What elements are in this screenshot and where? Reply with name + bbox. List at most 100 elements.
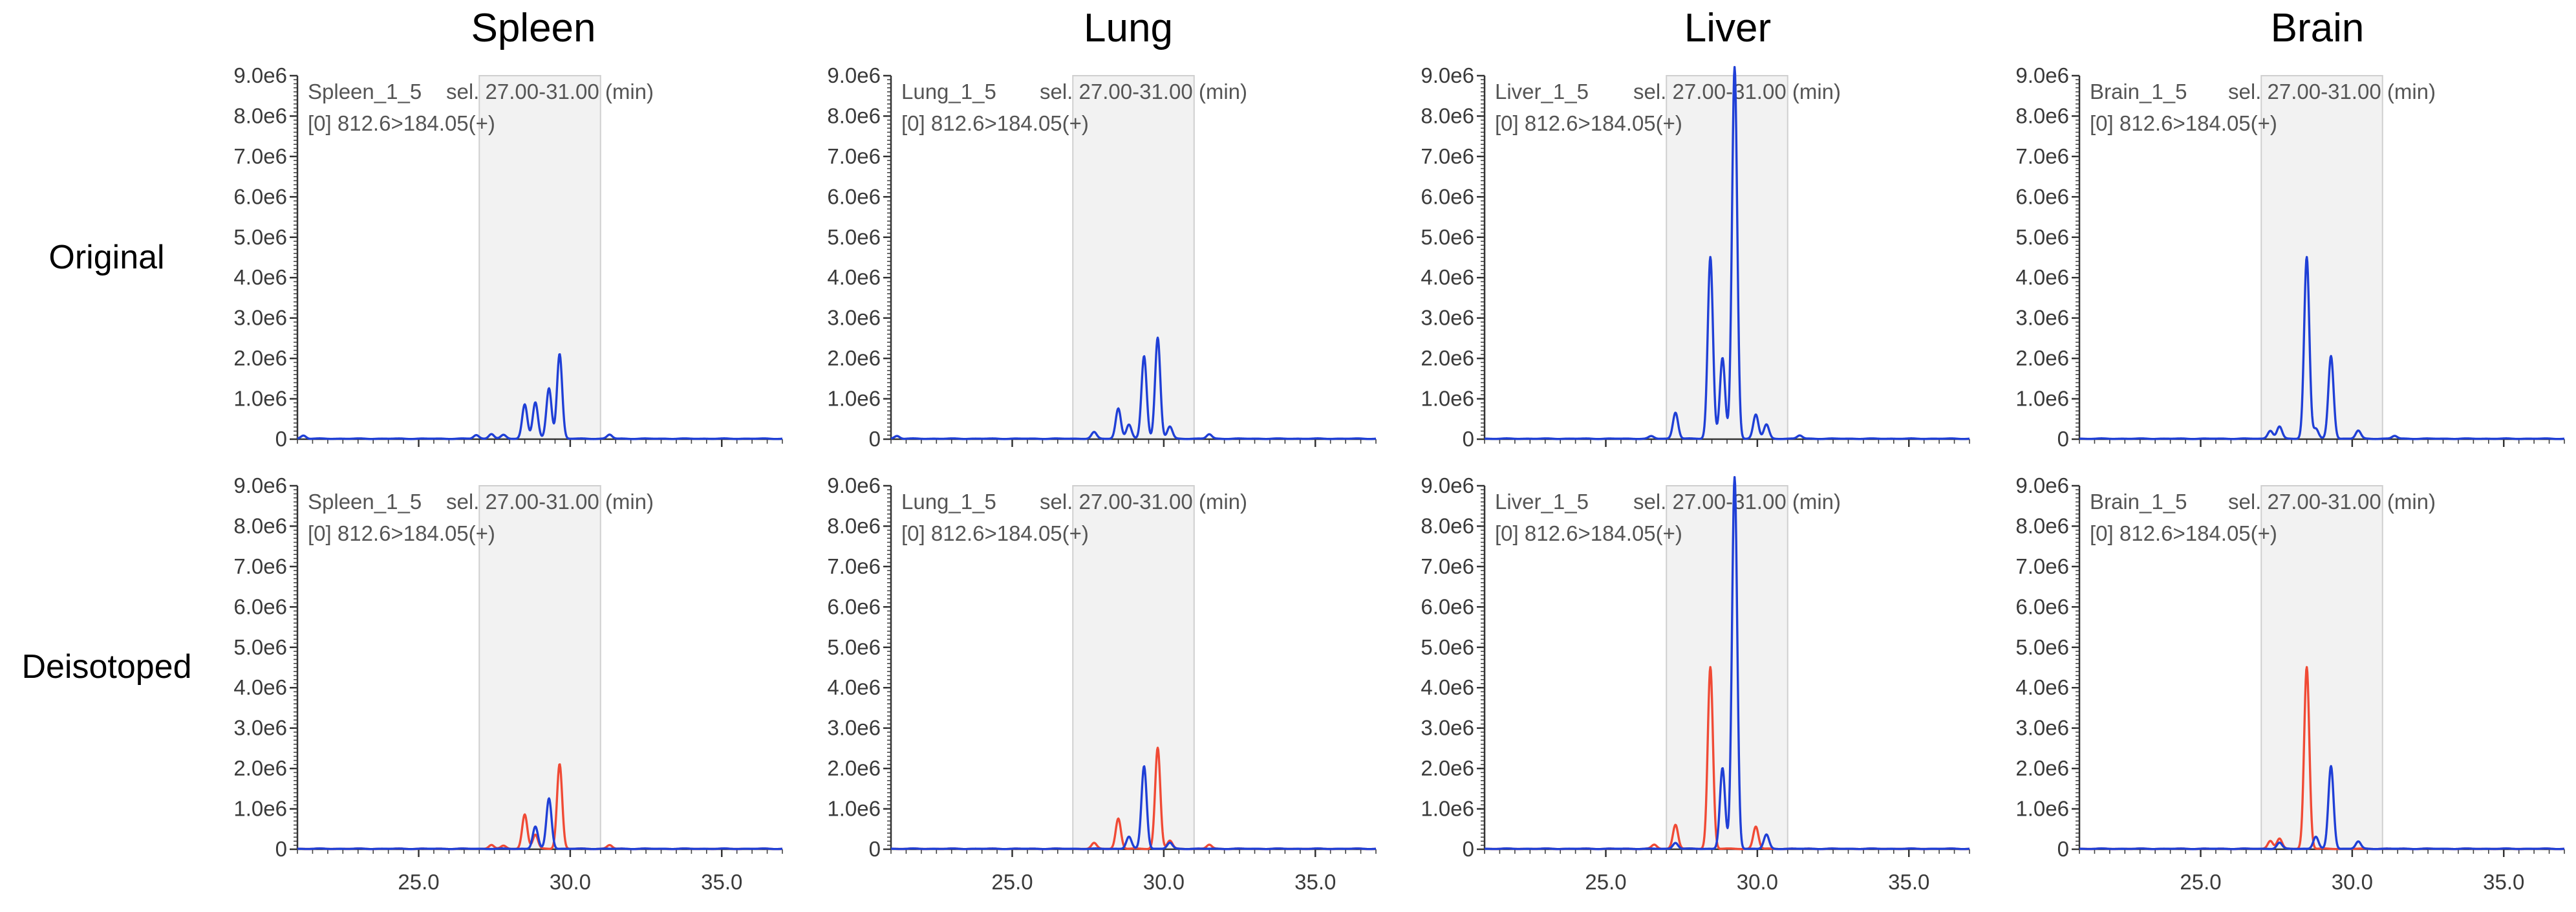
x-tick-label: 30.0 xyxy=(1737,870,1778,894)
deisotoped-trace xyxy=(1484,476,1970,851)
panel-brain-original: 0 1.0e6 2.0e6 3.0e6 4.0e6 5.0e6 6.0e6 7.0e6 8.0e… xyxy=(2015,63,2565,451)
column-title-lung: Lung xyxy=(1084,6,1173,50)
deisotoped-trace xyxy=(890,765,1377,851)
selection-label: sel. 27.00-31.00 (min) xyxy=(1633,80,1841,103)
transition-label: [0] 812.6>184.05(+) xyxy=(1495,521,1682,545)
deisotoped-trace xyxy=(2079,765,2565,851)
y-tick-label: 7.0e6 xyxy=(1421,554,1474,578)
row-title-deisotoped: Deisotoped xyxy=(21,648,191,686)
y-tick-label: 8.0e6 xyxy=(1421,514,1474,537)
y-tick-label: 2.0e6 xyxy=(2015,346,2069,370)
y-tick-label: 0 xyxy=(1463,837,1474,861)
y-tick-label: 9.0e6 xyxy=(2015,473,2069,497)
original-trace xyxy=(1484,66,1970,440)
sample-label: Brain_1_5 xyxy=(2090,490,2187,514)
y-tick-label: 4.0e6 xyxy=(827,675,881,699)
y-tick-label: 3.0e6 xyxy=(827,306,881,330)
y-tick-label: 1.0e6 xyxy=(1421,387,1474,411)
y-tick-label: 4.0e6 xyxy=(827,265,881,289)
x-tick-label: 30.0 xyxy=(1143,870,1185,894)
y-tick-label: 5.0e6 xyxy=(2015,225,2069,249)
y-tick-label: 3.0e6 xyxy=(1421,716,1474,740)
y-tick-label: 6.0e6 xyxy=(1421,594,1474,618)
y-tick-label: 7.0e6 xyxy=(233,144,287,168)
y-tick-label: 9.0e6 xyxy=(827,63,881,87)
x-tick-label: 25.0 xyxy=(2180,870,2221,894)
y-tick-label: 5.0e6 xyxy=(2015,635,2069,659)
column-titles: Spleen Lung Liver Brain xyxy=(471,6,2364,50)
sample-label: Liver_1_5 xyxy=(1495,490,1589,514)
y-tick-label: 3.0e6 xyxy=(2015,716,2069,740)
y-tick-label: 6.0e6 xyxy=(827,594,881,618)
panel-liver-original: 0 1.0e6 2.0e6 3.0e6 4.0e6 5.0e6 6.0e6 7.0e6 8.0e… xyxy=(1421,63,1970,451)
column-title-spleen: Spleen xyxy=(471,6,596,50)
row-title-original: Original xyxy=(48,239,164,276)
y-tick-label: 9.0e6 xyxy=(1421,473,1474,497)
y-tick-label: 8.0e6 xyxy=(1421,103,1474,127)
y-tick-label: 0 xyxy=(2057,837,2069,861)
y-tick-label: 3.0e6 xyxy=(233,716,287,740)
y-tick-label: 2.0e6 xyxy=(233,756,287,780)
y-tick-label: 4.0e6 xyxy=(2015,675,2069,699)
transition-label: [0] 812.6>184.05(+) xyxy=(1495,111,1682,135)
x-tick-label: 35.0 xyxy=(2483,870,2524,894)
selection-band xyxy=(1666,485,1788,850)
y-tick-label: 5.0e6 xyxy=(827,635,881,659)
y-tick-label: 5.0e6 xyxy=(1421,635,1474,659)
sample-label: Spleen_1_5 xyxy=(308,490,422,514)
y-tick-label: 6.0e6 xyxy=(1421,184,1474,208)
sample-label: Lung_1_5 xyxy=(901,80,996,103)
y-tick-label: 7.0e6 xyxy=(2015,554,2069,578)
selection-label: sel. 27.00-31.00 (min) xyxy=(1040,490,1247,514)
y-tick-label: 4.0e6 xyxy=(233,265,287,289)
y-tick-label: 0 xyxy=(2057,427,2069,451)
selection-label: sel. 27.00-31.00 (min) xyxy=(446,80,654,103)
y-tick-label: 7.0e6 xyxy=(233,554,287,578)
y-tick-label: 0 xyxy=(869,837,881,861)
column-title-liver: Liver xyxy=(1684,6,1771,50)
original-trace xyxy=(297,353,783,440)
selection-band xyxy=(478,75,601,440)
panel-lung-deisotoped: 0 1.0e6 2.0e6 3.0e6 4.0e6 5.0e6 6.0e6 7.0e6 8.0e… xyxy=(827,473,1377,894)
y-tick-label: 0 xyxy=(1463,427,1474,451)
y-tick-label: 2.0e6 xyxy=(1421,346,1474,370)
y-tick-label: 8.0e6 xyxy=(827,103,881,127)
column-title-brain: Brain xyxy=(2271,6,2365,50)
y-tick-label: 5.0e6 xyxy=(233,225,287,249)
y-tick-label: 9.0e6 xyxy=(233,63,287,87)
sample-label: Spleen_1_5 xyxy=(308,80,422,103)
transition-label: [0] 812.6>184.05(+) xyxy=(308,111,495,135)
y-tick-label: 3.0e6 xyxy=(233,306,287,330)
y-tick-label: 5.0e6 xyxy=(827,225,881,249)
y-tick-label: 6.0e6 xyxy=(2015,594,2069,618)
x-tick-label: 35.0 xyxy=(1888,870,1929,894)
x-tick-label: 35.0 xyxy=(1294,870,1336,894)
y-tick-label: 2.0e6 xyxy=(827,756,881,780)
selection-label: sel. 27.00-31.00 (min) xyxy=(2228,490,2436,514)
selection-label: sel. 27.00-31.00 (min) xyxy=(446,490,654,514)
y-tick-label: 9.0e6 xyxy=(1421,63,1474,87)
y-tick-label: 2.0e6 xyxy=(827,346,881,370)
y-tick-label: 0 xyxy=(275,427,287,451)
y-tick-label: 7.0e6 xyxy=(827,554,881,578)
original-trace xyxy=(890,336,1377,440)
y-tick-label: 7.0e6 xyxy=(1421,144,1474,168)
transition-label: [0] 812.6>184.05(+) xyxy=(901,111,1089,135)
y-tick-label: 2.0e6 xyxy=(233,346,287,370)
x-tick-label: 25.0 xyxy=(398,870,439,894)
sample-label: Brain_1_5 xyxy=(2090,80,2187,103)
selection-label: sel. 27.00-31.00 (min) xyxy=(1040,80,1247,103)
y-tick-label: 3.0e6 xyxy=(1421,306,1474,330)
y-tick-label: 3.0e6 xyxy=(2015,306,2069,330)
selection-band xyxy=(2260,485,2383,850)
deisotoped-trace xyxy=(297,797,783,851)
original-trace xyxy=(2079,255,2565,440)
y-tick-label: 6.0e6 xyxy=(233,184,287,208)
y-tick-label: 7.0e6 xyxy=(2015,144,2069,168)
transition-label: [0] 812.6>184.05(+) xyxy=(2090,111,2277,135)
y-tick-label: 1.0e6 xyxy=(233,387,287,411)
y-tick-label: 6.0e6 xyxy=(827,184,881,208)
selection-band xyxy=(2260,75,2383,440)
panel-spleen-original: 0 1.0e6 2.0e6 3.0e6 4.0e6 5.0e6 6.0e6 7.0e6 8.0e… xyxy=(233,63,783,451)
y-tick-label: 5.0e6 xyxy=(233,635,287,659)
